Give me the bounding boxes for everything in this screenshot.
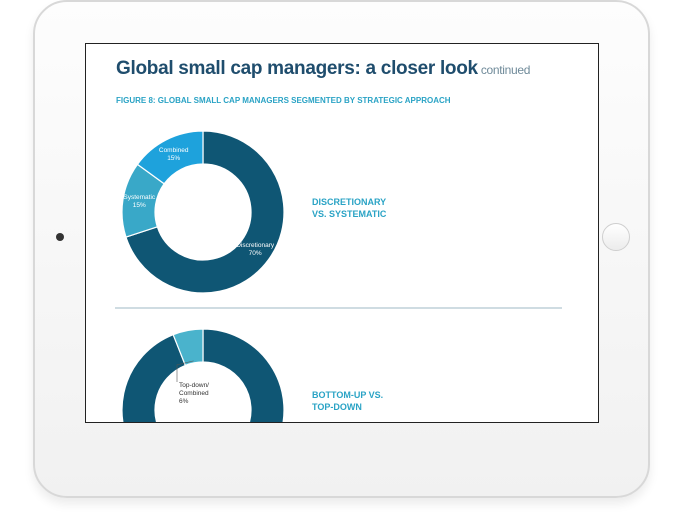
segment-category: Systematic xyxy=(123,193,156,201)
segment-category: Top-down/ Combined xyxy=(179,382,209,397)
segment-label: Systematic 15% xyxy=(111,194,167,210)
chart-title: BOTTOM-UP VS. TOP-DOWN xyxy=(312,390,384,412)
segment-label: Combined 15% xyxy=(146,147,202,163)
figure-title: FIGURE 8: GLOBAL SMALL CAP MANAGERS SEGM… xyxy=(116,96,451,105)
home-button[interactable] xyxy=(602,223,630,251)
camera xyxy=(56,233,64,241)
title-text: Global small cap managers: a closer look xyxy=(116,58,478,79)
donut-segment xyxy=(125,130,285,294)
segment-category: Discretionary xyxy=(236,241,275,249)
donut-segment xyxy=(136,130,204,185)
donut-segment xyxy=(172,328,204,367)
charts xyxy=(115,130,562,422)
donut-segment xyxy=(121,328,285,422)
segment-value: 6% xyxy=(179,398,189,405)
segment-value: 15% xyxy=(167,154,181,162)
segment-label: Discretionary 70% xyxy=(227,242,283,258)
segment-value: 70% xyxy=(248,249,262,257)
segment-label: Top-down/ Combined 6% xyxy=(179,382,219,406)
title-suffix: continued xyxy=(480,63,531,77)
screen: Global small cap managers: a closer look… xyxy=(85,43,599,423)
segment-value: 15% xyxy=(132,201,146,209)
leader-line xyxy=(176,360,194,382)
chart-title: DISCRETIONARY VS. SYSTEMATIC xyxy=(312,197,387,219)
page-title: Global small cap managers: a closer look… xyxy=(116,58,530,80)
segment-category: Combined xyxy=(158,146,189,154)
